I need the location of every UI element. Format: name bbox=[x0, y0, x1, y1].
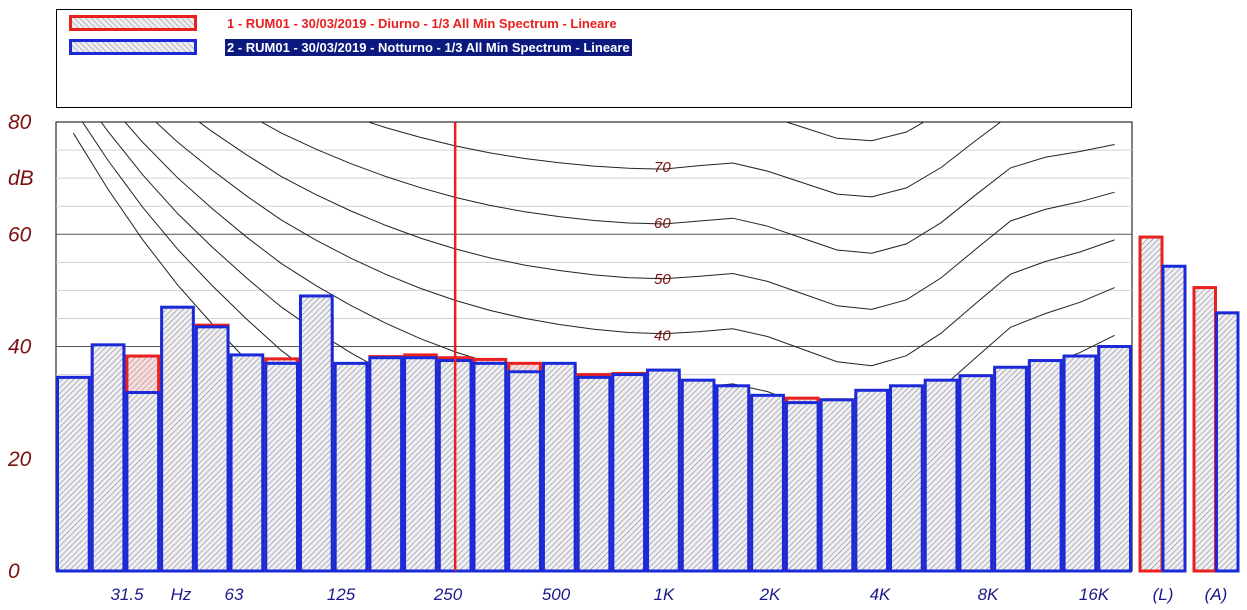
iso-curve-label: 40 bbox=[654, 327, 671, 344]
iso-curve bbox=[784, 122, 925, 142]
x-tick-label: 16K bbox=[1079, 585, 1110, 604]
legend-swatch-diurno bbox=[69, 15, 197, 31]
iso-curve-label: 60 bbox=[654, 215, 671, 232]
bar-notturno bbox=[784, 401, 820, 573]
x-tick-label: 4K bbox=[870, 585, 891, 604]
bar-notturno bbox=[923, 378, 959, 573]
y-axis-label: dB bbox=[8, 167, 34, 190]
x-tick-label: 63 bbox=[225, 585, 244, 604]
bar-notturno bbox=[646, 368, 681, 573]
x-tick-label: (A) bbox=[1205, 585, 1228, 604]
bar-notturno bbox=[680, 378, 716, 573]
iso-curve bbox=[73, 0, 1114, 28]
bar-notturno bbox=[611, 373, 647, 573]
overall-bar-diurno bbox=[1192, 286, 1217, 573]
bar-notturno bbox=[56, 375, 91, 573]
legend-item-diurno[interactable]: 1 - RUM01 - 30/03/2019 - Diurno - 1/3 Al… bbox=[69, 13, 619, 33]
x-tick-label: 2K bbox=[759, 585, 781, 604]
iso-curve-label: 50 bbox=[654, 271, 671, 288]
x-tick-label: 250 bbox=[433, 585, 463, 604]
bar-notturno bbox=[958, 374, 994, 573]
overall-bar-notturno bbox=[1215, 311, 1240, 573]
iso-curve bbox=[155, 122, 1115, 367]
bar-notturno bbox=[1097, 345, 1132, 573]
bar-notturno bbox=[889, 384, 924, 573]
x-tick-label: 500 bbox=[542, 585, 571, 604]
bar-notturno bbox=[333, 361, 369, 573]
bar-notturno bbox=[1062, 354, 1098, 573]
y-tick-label: 60 bbox=[8, 223, 32, 246]
bar-notturno bbox=[472, 361, 508, 573]
bar-notturno bbox=[541, 361, 577, 573]
bar-notturno bbox=[194, 325, 230, 573]
bar-notturno bbox=[403, 356, 438, 573]
overall-bar-notturno bbox=[1161, 264, 1187, 573]
legend-label-diurno: 1 - RUM01 - 30/03/2019 - Diurno - 1/3 Al… bbox=[225, 14, 619, 32]
bar-notturno bbox=[90, 343, 126, 573]
y-tick-label: 20 bbox=[7, 448, 32, 471]
legend-swatch-notturno bbox=[69, 39, 197, 55]
y-tick-label: 40 bbox=[8, 336, 32, 359]
iso-curve bbox=[366, 122, 1002, 198]
bar-notturno bbox=[715, 384, 751, 573]
bar-notturno bbox=[368, 356, 404, 573]
bar-notturno bbox=[264, 361, 299, 573]
legend-label-notturno: 2 - RUM01 - 30/03/2019 - Notturno - 1/3 … bbox=[225, 38, 632, 56]
overall-bar-diurno bbox=[1138, 235, 1164, 573]
legend-item-notturno[interactable]: 2 - RUM01 - 30/03/2019 - Notturno - 1/3 … bbox=[69, 37, 632, 57]
bar-notturno bbox=[125, 391, 161, 573]
iso-curve bbox=[73, 0, 1114, 84]
x-tick-label: 125 bbox=[327, 585, 356, 604]
bar-notturno bbox=[160, 305, 195, 573]
x-tick-label: (L) bbox=[1153, 585, 1174, 604]
x-tick-label: 31.5 bbox=[110, 585, 144, 604]
bar-notturno bbox=[576, 375, 612, 573]
bar-notturno bbox=[819, 398, 855, 573]
x-tick-label: 1K bbox=[654, 585, 675, 604]
iso-curve bbox=[260, 122, 1115, 254]
bar-notturno bbox=[507, 370, 542, 573]
y-tick-label: 80 bbox=[8, 111, 32, 134]
bar-notturno bbox=[854, 388, 890, 573]
x-tick-label: 8K bbox=[978, 585, 999, 604]
bars bbox=[56, 122, 1240, 573]
axes: 0 20 40 60 80 dB 31.5 Hz 63 125 250 500 1K 2K 4K 8K 16K (… bbox=[7, 111, 1227, 604]
bar-notturno bbox=[229, 353, 265, 573]
bar-notturno bbox=[1027, 359, 1063, 573]
iso-curve bbox=[198, 122, 1115, 310]
bar-notturno bbox=[298, 294, 334, 573]
y-tick-label: 0 bbox=[8, 560, 20, 583]
bar-notturno bbox=[750, 393, 785, 573]
bar-notturno bbox=[993, 365, 1028, 573]
x-tick-label: Hz bbox=[171, 585, 192, 604]
iso-curve-label: 70 bbox=[654, 159, 671, 176]
legend: 1 - RUM01 - 30/03/2019 - Diurno - 1/3 Al… bbox=[56, 9, 1132, 108]
